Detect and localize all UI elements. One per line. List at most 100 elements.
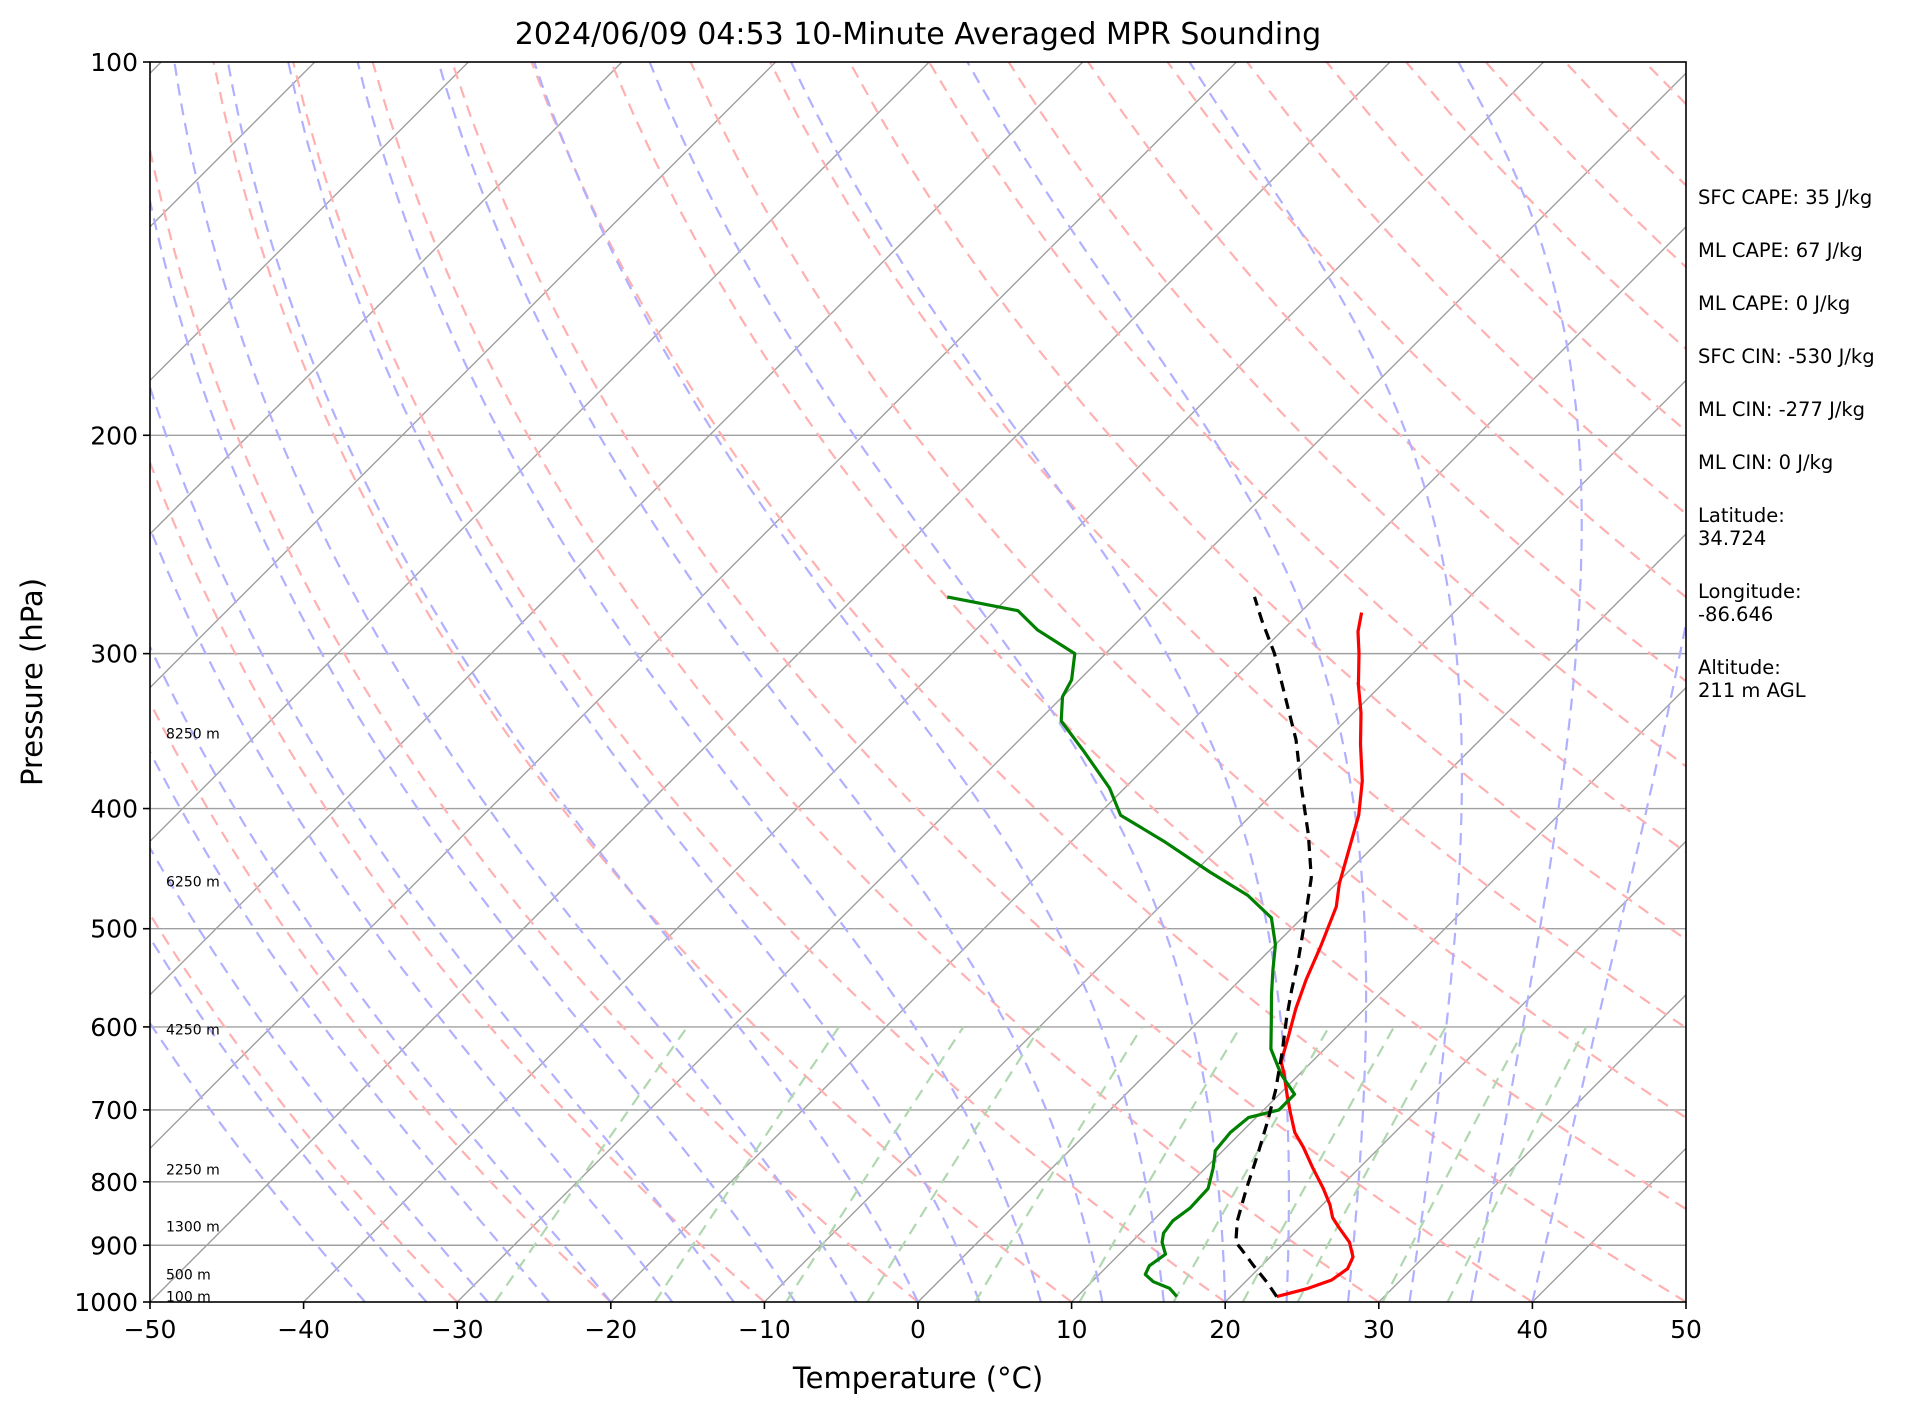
series-layer	[946, 595, 1364, 1299]
moist-adiabat	[356, 62, 1042, 1302]
isotherm--20	[610, 225, 1686, 1302]
mixing-ratio-line	[785, 1026, 965, 1302]
background-lines	[150, 62, 1686, 1302]
y-tick-label: 800	[90, 1168, 138, 1197]
mixing-ratio-line	[974, 1026, 1143, 1302]
moist-adiabat	[150, 935, 428, 1302]
height-label: 1300 m	[166, 1219, 220, 1235]
moist-adiabat	[648, 62, 1227, 1302]
mixing-ratio-line	[1296, 1026, 1447, 1302]
x-tick-label: 0	[910, 1315, 926, 1344]
x-tick-label: −30	[431, 1315, 484, 1344]
x-tick-label: −20	[584, 1315, 637, 1344]
moist-adiabat	[226, 62, 919, 1302]
height-label: 6250 m	[166, 874, 220, 890]
y-tick-label: 900	[90, 1231, 138, 1260]
moist-adiabat	[1531, 617, 1686, 1302]
y-tick-label: 500	[90, 915, 138, 944]
height-label: 500 m	[166, 1267, 211, 1283]
isotherm-30	[1378, 993, 1686, 1302]
y-tick-label: 200	[90, 421, 138, 450]
isotherm--90	[150, 62, 777, 689]
moist-adiabat	[150, 383, 735, 1302]
parcel-profile	[1234, 596, 1313, 1298]
isotherm--100	[150, 62, 623, 535]
dry-adiabat	[451, 62, 1533, 1302]
dry-adiabat	[212, 62, 1073, 1302]
isotherm--80	[150, 62, 930, 843]
isotherm--50	[150, 62, 1391, 1302]
sfc-cin-text: SFC CIN: -530 J/kg	[1698, 345, 1875, 368]
x-tick-label: 50	[1670, 1315, 1702, 1344]
isotherm--60	[150, 62, 1237, 1150]
latitude-text: Latitude: 34.724	[1698, 504, 1785, 550]
y-tick-label: 300	[90, 640, 138, 669]
dry-adiabat	[1007, 62, 1686, 768]
moist-adiabat	[1188, 62, 1464, 1302]
y-tick-label: 400	[90, 795, 138, 824]
x-tick-label: −50	[124, 1315, 177, 1344]
dewpoint-profile	[946, 595, 1297, 1298]
moist-adiabat	[790, 62, 1291, 1302]
altitude-text: Altitude: 211 m AGL	[1698, 656, 1806, 702]
height-label: 100 m	[166, 1290, 211, 1306]
ml-cape-text-2: ML CAPE: 0 J/kg	[1698, 292, 1851, 315]
isotherm-20	[1224, 840, 1686, 1302]
isotherm-10	[1071, 686, 1686, 1302]
isotherm--70	[150, 62, 1084, 996]
x-tick-label: 40	[1516, 1315, 1548, 1344]
sfc-cape-text: SFC CAPE: 35 J/kg	[1698, 186, 1873, 209]
mixing-ratio-line	[866, 1026, 1042, 1302]
moist-adiabat	[287, 62, 981, 1302]
moist-adiabat	[966, 62, 1368, 1302]
temperature-profile	[1276, 612, 1364, 1299]
ml-cin-text-2: ML CIN: 0 J/kg	[1698, 451, 1834, 474]
y-tick-label: 600	[90, 1013, 138, 1042]
height-label: 8250 m	[166, 727, 220, 743]
mixing-ratio-line	[1381, 1026, 1527, 1302]
chart-title: 2024/06/09 04:53 10-Minute Averaged MPR …	[515, 17, 1321, 52]
isotherm--10	[763, 379, 1686, 1302]
dry-adiabat	[150, 699, 612, 1302]
y-axis-label: Pressure (hPa)	[15, 578, 49, 786]
mixing-ratio-line	[494, 1026, 689, 1302]
dry-adiabat	[150, 143, 919, 1302]
moist-adiabat	[150, 525, 674, 1302]
moist-adiabat	[173, 62, 858, 1302]
dry-adiabat	[1166, 62, 1686, 599]
sounding-info-panel: SFC CAPE: 35 J/kg ML CAPE: 67 J/kg ML CA…	[1698, 186, 1910, 732]
moist-adiabat	[437, 62, 1104, 1302]
mixing-ratio-line	[1078, 1026, 1242, 1302]
mixing-ratio-line	[1241, 1026, 1395, 1302]
x-tick-label: −10	[738, 1315, 791, 1344]
moist-adiabat	[150, 845, 489, 1302]
mixing-ratio-line	[653, 1026, 840, 1302]
x-tick-label: 20	[1209, 1315, 1241, 1344]
y-tick-label: 700	[90, 1096, 138, 1125]
dry-adiabat	[371, 62, 1380, 1302]
x-tick-label: −40	[277, 1315, 330, 1344]
dry-adiabat	[1087, 62, 1686, 683]
dry-adiabat	[292, 62, 1226, 1302]
moist-adiabat	[1457, 62, 1583, 1302]
mixing-ratio-line	[1172, 1026, 1330, 1302]
isotherm--30	[456, 72, 1686, 1302]
longitude-text: Longitude: -86.646	[1698, 580, 1802, 626]
height-label: 4250 m	[166, 1023, 220, 1039]
y-tick-label: 100	[90, 48, 138, 77]
moist-adiabat	[150, 195, 797, 1302]
ml-cin-text: ML CIN: -277 J/kg	[1698, 398, 1866, 421]
height-labels: 100 m 500 m 1300 m 2250 m 4250 m 6250 m 8250 m	[166, 727, 220, 1306]
isotherm--40	[303, 62, 1545, 1302]
isotherm--110	[150, 62, 469, 382]
x-tick-label: 30	[1363, 1315, 1395, 1344]
ml-cape-text: ML CAPE: 67 J/kg	[1698, 239, 1863, 262]
x-axis-label: Temperature (°C)	[792, 1361, 1043, 1395]
y-tick-label: 1000	[74, 1288, 138, 1317]
dry-adiabat	[530, 62, 1686, 1302]
dry-adiabat	[689, 62, 1686, 1120]
x-tick-label: 10	[1056, 1315, 1088, 1344]
ticks-layer: −50 −40 −30 −20 −10 0 10 20 30 40 50 1000 900 800 700 6…	[74, 48, 1702, 1344]
